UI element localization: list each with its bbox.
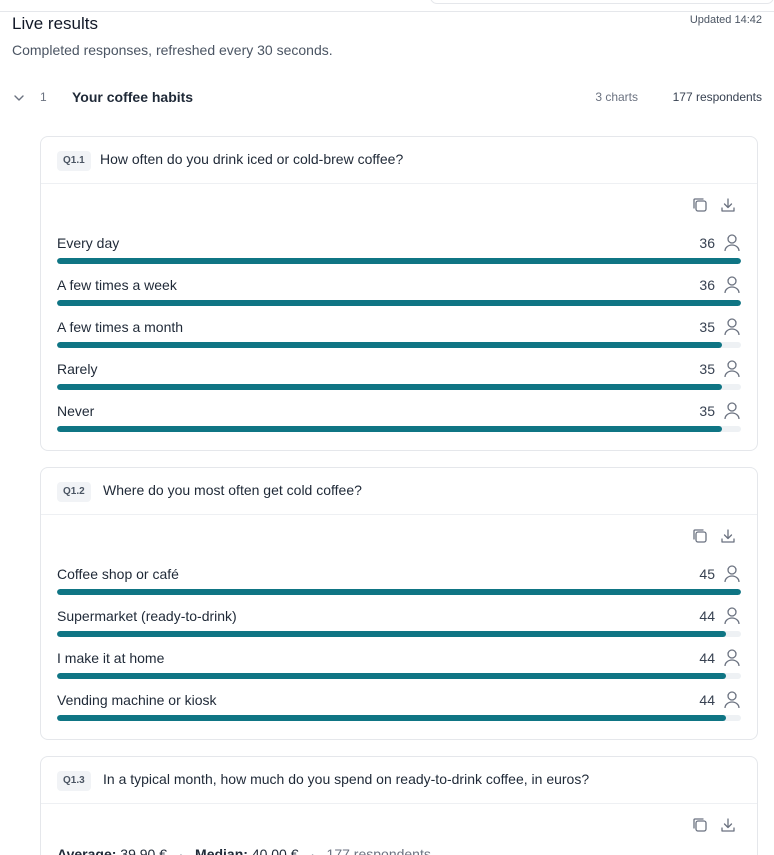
option-label: Coffee shop or café xyxy=(57,566,179,582)
user-icon[interactable] xyxy=(723,317,741,337)
option-row: A few times a week 36 xyxy=(57,275,741,319)
option-label: A few times a week xyxy=(57,277,177,293)
option-row: Supermarket (ready-to-drink) 44 xyxy=(57,606,741,650)
question-header: Q1.1 How often do you drink iced or cold… xyxy=(41,137,757,184)
bar-track xyxy=(57,673,741,679)
option-row: Every day 36 xyxy=(57,233,741,277)
option-count: 44 xyxy=(699,650,715,666)
question-header: Q1.2 Where do you most often get cold co… xyxy=(41,468,757,515)
user-icon[interactable] xyxy=(723,690,741,710)
copy-icon[interactable] xyxy=(691,816,709,834)
average-label: Average: xyxy=(57,846,117,855)
bar-track xyxy=(57,300,741,306)
bar-fill xyxy=(57,342,722,348)
section-header[interactable]: 1 Your coffee habits 3 charts 177 respon… xyxy=(0,86,774,110)
question-tag: Q1.2 xyxy=(57,482,91,502)
option-row: Coffee shop or café 45 xyxy=(57,564,741,608)
bar-track xyxy=(57,426,741,432)
separator-dot: · xyxy=(302,846,323,855)
section-respondents: 177 respondents xyxy=(672,90,762,104)
section-chart-count: 3 charts xyxy=(595,90,638,104)
bar-fill xyxy=(57,300,741,306)
option-label: Supermarket (ready-to-drink) xyxy=(57,608,237,624)
bar-fill xyxy=(57,589,741,595)
option-count: 45 xyxy=(699,566,715,582)
bar-fill xyxy=(57,715,726,721)
download-icon[interactable] xyxy=(719,196,737,214)
download-icon[interactable] xyxy=(719,527,737,545)
question-text: In a typical month, how much do you spen… xyxy=(103,771,590,787)
copy-icon[interactable] xyxy=(691,196,709,214)
option-label: A few times a month xyxy=(57,319,184,335)
question-card-q1-1: Q1.1 How often do you drink iced or cold… xyxy=(40,136,758,451)
user-icon[interactable] xyxy=(723,401,741,421)
summary-stats: Average: 39.90 € · Median: 40.00 € · 177… xyxy=(57,846,431,855)
stats-respondents: 177 respondents xyxy=(326,846,431,855)
option-row: Rarely 35 xyxy=(57,359,741,403)
bar-track xyxy=(57,342,741,348)
option-count: 44 xyxy=(699,608,715,624)
bar-track xyxy=(57,631,741,637)
option-count: 35 xyxy=(699,403,715,419)
section-title: Your coffee habits xyxy=(72,89,194,105)
option-label: Rarely xyxy=(57,361,98,377)
chart-tools xyxy=(691,527,739,545)
user-icon[interactable] xyxy=(723,359,741,379)
option-count: 36 xyxy=(699,277,715,293)
page-title: Live results xyxy=(12,14,98,33)
copy-icon[interactable] xyxy=(691,527,709,545)
question-tag: Q1.1 xyxy=(57,151,91,171)
option-label: I make it at home xyxy=(57,650,165,666)
question-text: How often do you drink iced or cold-brew… xyxy=(100,151,404,167)
chevron-down-icon[interactable] xyxy=(12,91,26,105)
option-row: Vending machine or kiosk 44 xyxy=(57,690,741,734)
top-divider xyxy=(0,0,774,12)
top-search-pill[interactable] xyxy=(430,0,774,4)
chart-tools xyxy=(691,196,739,214)
option-row: A few times a month 35 xyxy=(57,317,741,361)
question-header: Q1.3 In a typical month, how much do you… xyxy=(41,757,757,804)
chart-tools xyxy=(691,816,739,834)
bar-fill xyxy=(57,673,726,679)
median-value: 40.00 € xyxy=(251,846,299,855)
user-icon[interactable] xyxy=(723,606,741,626)
option-row: Never 35 xyxy=(57,401,741,445)
section-number: 1 xyxy=(40,90,47,104)
option-label: Every day xyxy=(57,235,120,251)
option-count: 35 xyxy=(699,361,715,377)
average-value: 39.90 € xyxy=(120,846,168,855)
bar-track xyxy=(57,589,741,595)
bar-fill xyxy=(57,384,722,390)
user-icon[interactable] xyxy=(723,564,741,584)
bar-fill xyxy=(57,631,726,637)
option-row: I make it at home 44 xyxy=(57,648,741,692)
user-icon[interactable] xyxy=(723,233,741,253)
option-count: 35 xyxy=(699,319,715,335)
question-card-q1-2: Q1.2 Where do you most often get cold co… xyxy=(40,467,758,740)
option-count: 36 xyxy=(699,235,715,251)
option-label: Never xyxy=(57,403,95,419)
download-icon[interactable] xyxy=(719,816,737,834)
question-card-q1-3: Q1.3 In a typical month, how much do you… xyxy=(40,756,758,855)
bar-track xyxy=(57,384,741,390)
updated-timestamp: Updated 14:42 xyxy=(689,14,762,26)
user-icon[interactable] xyxy=(723,648,741,668)
separator-dot: · xyxy=(170,846,192,855)
user-icon[interactable] xyxy=(723,275,741,295)
bar-fill xyxy=(57,258,741,264)
option-label: Vending machine or kiosk xyxy=(57,692,217,708)
question-tag: Q1.3 xyxy=(57,771,91,791)
option-count: 44 xyxy=(699,692,715,708)
question-text: Where do you most often get cold coffee? xyxy=(103,482,362,498)
page-subtitle: Completed responses, refreshed every 30 … xyxy=(12,42,333,58)
median-label: Median: xyxy=(195,846,248,855)
bar-track xyxy=(57,715,741,721)
bar-track xyxy=(57,258,741,264)
bar-fill xyxy=(57,426,722,432)
